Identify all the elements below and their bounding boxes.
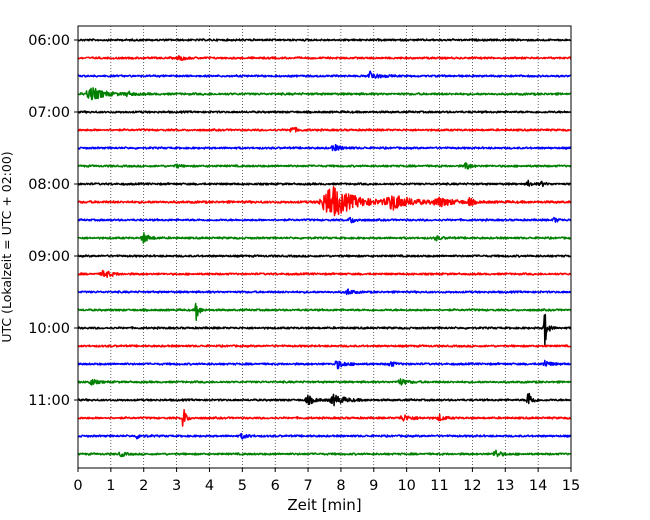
- trace-0645: [77, 87, 572, 101]
- x-tick-label-8: 8: [336, 478, 345, 494]
- trace-0815: [77, 185, 572, 217]
- x-tick-label-1: 1: [106, 478, 115, 494]
- plot-frame: [77, 25, 572, 469]
- x-tick-label-14: 14: [529, 478, 547, 494]
- trace-0915: [77, 269, 572, 278]
- trace-1045: [77, 378, 572, 386]
- trace-0745: [77, 161, 572, 170]
- trace-0715: [77, 126, 572, 133]
- trace-0600: [77, 38, 572, 42]
- trace-0615: [77, 55, 572, 61]
- trace-1130: [77, 432, 572, 440]
- x-tick-label-11: 11: [430, 478, 448, 494]
- seismic-traces: [77, 38, 572, 458]
- x-tick-label-10: 10: [397, 478, 415, 494]
- trace-0945: [77, 302, 572, 322]
- trace-0800: [77, 179, 572, 188]
- trace-1145: [77, 449, 572, 458]
- trace-0730: [77, 143, 572, 152]
- trace-1100: [77, 392, 572, 407]
- y-tick-label-0: 06:00: [28, 33, 70, 49]
- x-tick-label-12: 12: [463, 478, 481, 494]
- y-tick-label-2: 08:00: [28, 177, 70, 193]
- trace-0630: [77, 70, 572, 79]
- trace-1000: [77, 313, 572, 347]
- x-tick-label-13: 13: [496, 478, 514, 494]
- y-tick-label-5: 11:00: [28, 393, 70, 409]
- trace-1115: [77, 409, 572, 427]
- x-axis: 0 1 2 3 4 5 6 7 8 9 10 11 12 13 14 15: [73, 468, 580, 494]
- y-tick-label-4: 10:00: [28, 321, 70, 337]
- trace-0930: [77, 288, 572, 296]
- x-axis-label: Zeit [min]: [287, 496, 361, 514]
- trace-0900: [77, 254, 572, 258]
- x-tick-label-5: 5: [238, 478, 247, 494]
- trace-0700: [77, 110, 572, 114]
- trace-0845: [77, 232, 572, 244]
- plot-background: [78, 26, 571, 468]
- x-tick-label-0: 0: [73, 478, 82, 494]
- x-tick-label-7: 7: [303, 478, 312, 494]
- x-tick-label-9: 9: [369, 478, 378, 494]
- trace-1015: [77, 344, 572, 348]
- x-tick-label-2: 2: [139, 478, 148, 494]
- y-tick-label-1: 07:00: [28, 105, 70, 121]
- trace-0830: [77, 216, 572, 224]
- x-tick-label-15: 15: [562, 478, 580, 494]
- x-tick-label-4: 4: [205, 478, 214, 494]
- x-tick-label-3: 3: [172, 478, 181, 494]
- y-axis-label: UTC (Lokalzeit = UTC + 02:00): [0, 151, 14, 342]
- x-tick-label-6: 6: [271, 478, 280, 494]
- trace-1030: [77, 359, 572, 370]
- y-tick-label-3: 09:00: [28, 249, 70, 265]
- y-axis: 06:00 07:00 08:00 09:00 10:00 11:00: [28, 33, 78, 409]
